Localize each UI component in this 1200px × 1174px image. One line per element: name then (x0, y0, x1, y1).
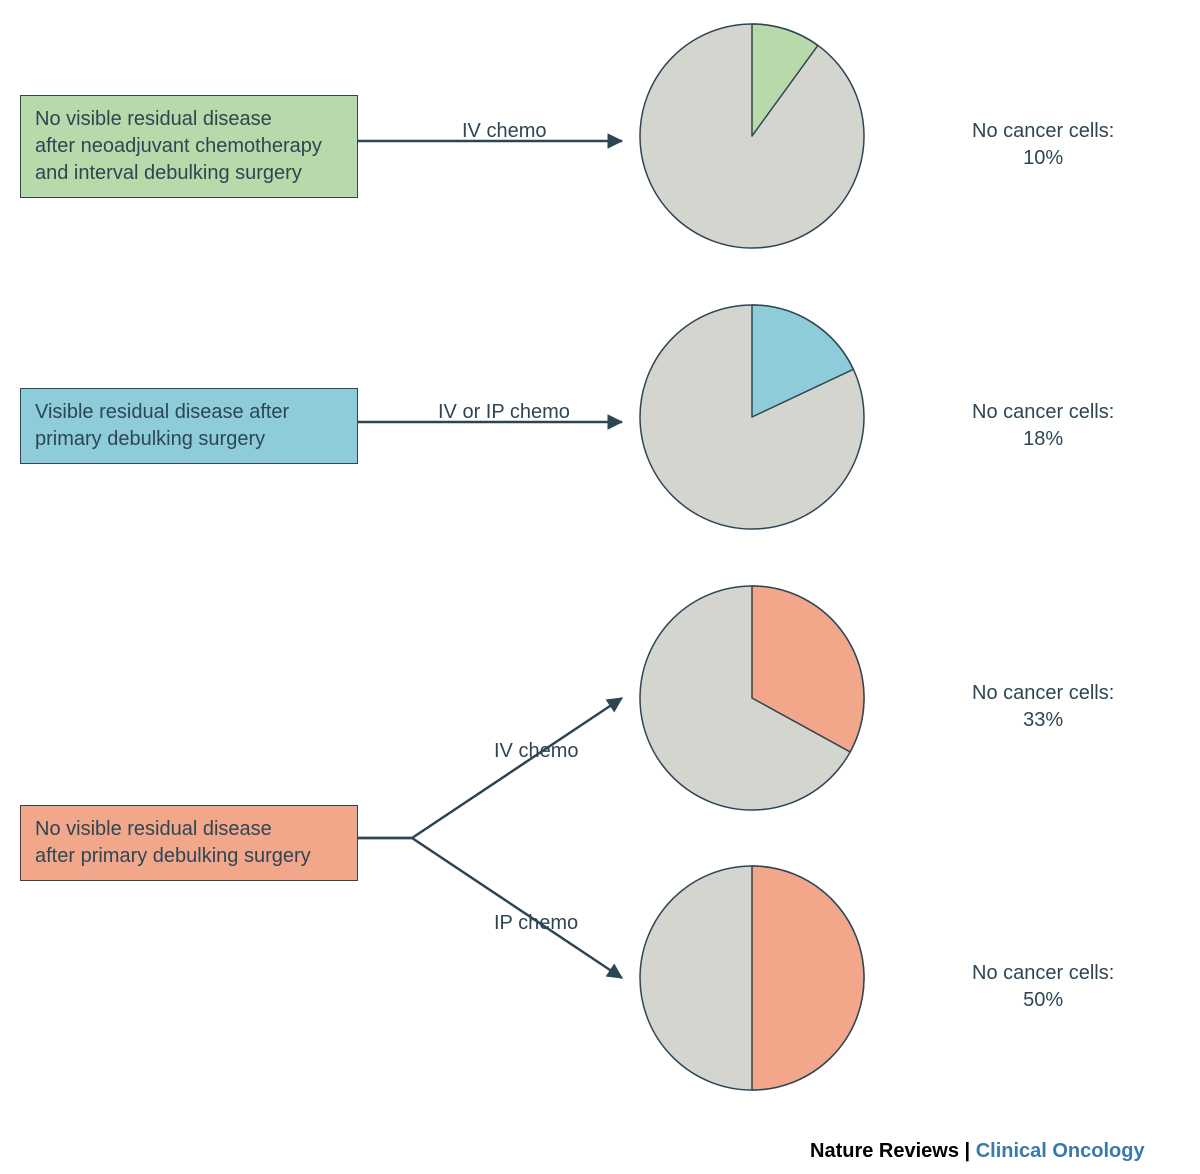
condition-box-line: and interval debulking surgery (35, 160, 343, 187)
outcome-percent: 18% (972, 426, 1114, 453)
condition-box: No visible residual diseaseafter neoadju… (20, 95, 358, 198)
treatment-label: IP chemo (494, 912, 578, 935)
arrow-icon (358, 824, 636, 992)
condition-box-line: No visible residual disease (35, 816, 343, 843)
condition-box-line: primary debulking surgery (35, 426, 343, 453)
outcome-text: No cancer cells: (972, 399, 1114, 426)
journal-credit: Nature Reviews | Clinical Oncology (810, 1140, 1145, 1163)
condition-box: No visible residual diseaseafter primary… (20, 805, 358, 881)
treatment-label: IV chemo (494, 740, 578, 763)
outcome-percent: 10% (972, 145, 1114, 172)
condition-box-line: after neoadjuvant chemotherapy (35, 133, 343, 160)
outcome-label: No cancer cells:18% (972, 399, 1114, 453)
pie-chart (638, 22, 866, 250)
condition-box-line: after primary debulking surgery (35, 843, 343, 870)
clinical-outcome-diagram: No visible residual diseaseafter neoadju… (0, 0, 1200, 1174)
outcome-percent: 50% (972, 987, 1114, 1014)
pie-chart (638, 584, 866, 812)
condition-box-line: Visible residual disease after (35, 399, 343, 426)
outcome-label: No cancer cells:10% (972, 118, 1114, 172)
outcome-label: No cancer cells:50% (972, 960, 1114, 1014)
credit-separator: | (959, 1140, 976, 1162)
treatment-label: IV chemo (462, 120, 546, 143)
condition-box: Visible residual disease afterprimary de… (20, 388, 358, 464)
pie-chart (638, 303, 866, 531)
treatment-label: IV or IP chemo (438, 401, 570, 424)
pie-chart (638, 864, 866, 1092)
condition-box-line: No visible residual disease (35, 106, 343, 133)
outcome-label: No cancer cells:33% (972, 680, 1114, 734)
outcome-percent: 33% (972, 707, 1114, 734)
outcome-text: No cancer cells: (972, 118, 1114, 145)
outcome-text: No cancer cells: (972, 960, 1114, 987)
credit-prefix: Nature Reviews (810, 1140, 959, 1162)
outcome-text: No cancer cells: (972, 680, 1114, 707)
credit-series: Clinical Oncology (976, 1140, 1145, 1162)
